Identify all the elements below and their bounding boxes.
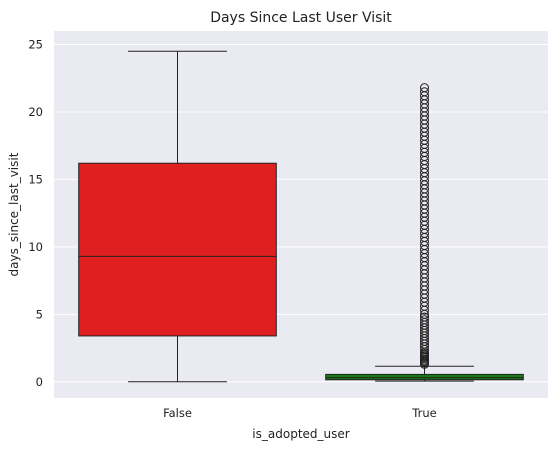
x-tick-label: False bbox=[163, 406, 192, 420]
outlier-point bbox=[420, 312, 429, 322]
x-axis-ticks: False True bbox=[163, 406, 437, 420]
outlier-point bbox=[420, 315, 429, 325]
y-tick-label: 10 bbox=[28, 240, 43, 254]
chart-title: Days Since Last User Visit bbox=[210, 10, 392, 26]
y-tick-label: 15 bbox=[28, 172, 43, 186]
y-axis-ticks: 0 5 10 15 20 25 bbox=[28, 37, 43, 388]
box-series bbox=[78, 50, 524, 383]
y-tick-label: 0 bbox=[36, 375, 43, 389]
box-false bbox=[78, 162, 277, 337]
y-tick-label: 25 bbox=[28, 37, 43, 51]
y-axis-label: days_since_last_visit bbox=[7, 152, 21, 276]
x-tick-label: True bbox=[411, 406, 436, 420]
y-tick-label: 20 bbox=[28, 105, 43, 119]
outlier-point bbox=[420, 83, 429, 93]
outlier-point bbox=[420, 87, 429, 97]
box-true bbox=[325, 373, 524, 381]
x-axis-label: is_adopted_user bbox=[252, 427, 349, 441]
y-tick-label: 5 bbox=[36, 307, 43, 321]
